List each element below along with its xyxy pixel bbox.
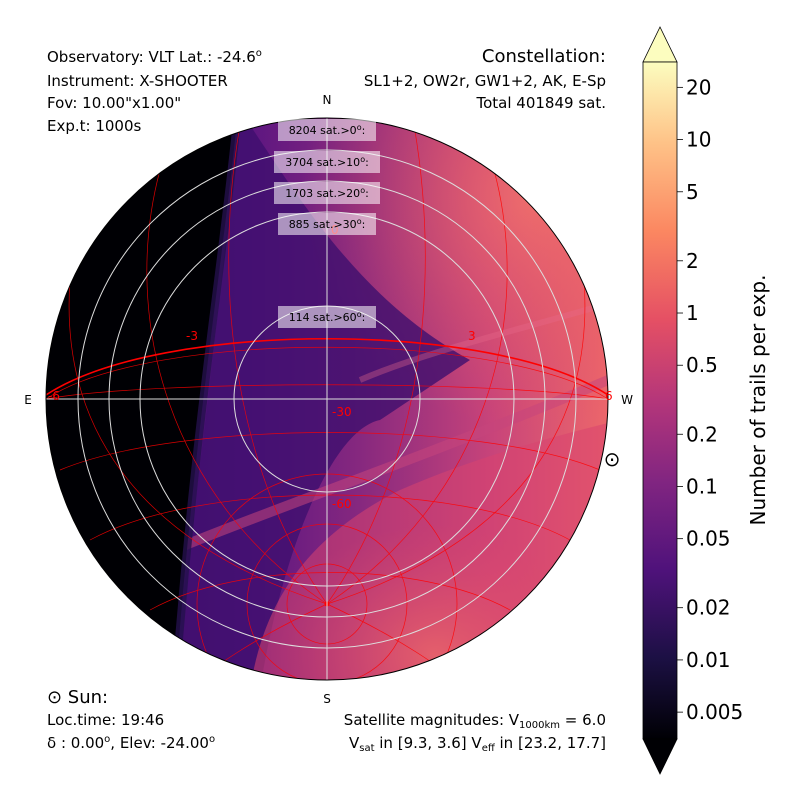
decl-label: δ : 0.00 — [47, 734, 104, 752]
grid-label-ha: 6 — [605, 389, 613, 403]
sat-count-text: 1703 sat.>20 — [285, 187, 360, 200]
compass-w: W — [621, 393, 633, 407]
grid-label-dec: -60 — [332, 497, 352, 511]
dec-grid-line — [149, 572, 511, 611]
elev-label: , Elev: -24.00 — [110, 734, 209, 752]
footer-info: ⊙ Sun: Loc.time: 19:46 δ : 0.00o, Elev: … — [47, 687, 606, 754]
grid-label-ha: -3 — [186, 329, 198, 343]
colorbar-min-extend — [642, 738, 678, 775]
grid-label-ha: -6 — [48, 389, 60, 403]
svg-text:Observatory: VLT Lat.: -24.6o: Observatory: VLT Lat.: -24.6o — [47, 48, 262, 66]
compass-e: E — [24, 393, 32, 407]
instrument-label: Instrument: X-SHOOTER — [47, 72, 228, 90]
sat-count-box: 114 sat.>60o: — [278, 306, 376, 328]
svg-text:1703 sat.>20o:: 1703 sat.>20o: — [285, 186, 369, 200]
dec-grid-line — [46, 346, 608, 400]
constellation-total: Total 401849 sat. — [476, 94, 607, 112]
ha-grid-line — [146, 169, 328, 605]
sat-count-text: 885 sat.>30 — [289, 218, 357, 231]
sat-count-box: 3704 sat.>10o: — [274, 151, 380, 173]
colorbar-tick-label: 20 — [686, 75, 711, 99]
trail-band-2 — [358, 297, 608, 383]
colorbar-tick-label: 0.02 — [686, 596, 731, 620]
vsat-label: V — [349, 734, 360, 752]
colorbar-tick-label: 0.05 — [686, 527, 731, 551]
compass-s: S — [323, 692, 331, 706]
colorbar-tick-label: 1 — [686, 301, 699, 325]
grid-label-ha: 3 — [468, 329, 476, 343]
constellation-info: Constellation: SL1+2, OW2r, GW1+2, AK, E… — [364, 46, 606, 112]
mag-label: Satellite magnitudes: V — [344, 711, 520, 729]
mid-band — [170, 118, 470, 680]
colorbar-body — [642, 61, 678, 740]
sun-direction-icon: ⊙ — [604, 447, 621, 471]
compass-labels: N S E W — [24, 93, 633, 706]
svg-text:Satellite magnitudes: V1000km: Satellite magnitudes: V1000km = 6.0 — [344, 711, 606, 731]
colorbar-tick-label: 0.5 — [686, 353, 718, 377]
svg-text:δ : 0.00o, Elev: -24.00o: δ : 0.00o, Elev: -24.00o — [47, 734, 215, 752]
observatory-label: Observatory: VLT Lat.: -24.6 — [47, 48, 256, 66]
colorbar-tick-label: 10 — [686, 128, 711, 152]
sat-count-text: 8204 sat.>0 — [289, 124, 357, 137]
shadow-east — [46, 118, 238, 680]
dec-grid-line — [59, 432, 601, 471]
sat-count-boxes: 8204 sat.>0o: 3704 sat.>10o: 1703 sat.>2… — [274, 119, 380, 328]
colorbar-ticks: 20 10 5 2 1 0.5 0.2 0.1 0.05 0.02 0.01 0.005 — [677, 75, 743, 724]
sat-count-box: 8204 sat.>0o: — [278, 119, 376, 141]
colorbar-tick-label: 0.005 — [686, 700, 743, 724]
sat-count-text: 3704 sat.>10 — [285, 156, 360, 169]
colorbar-max-extend — [642, 26, 678, 63]
colorbar-label: Number of trails per exp. — [746, 275, 770, 526]
sat-count-box: 885 sat.>30o: — [278, 213, 376, 235]
compass-n: N — [323, 93, 332, 107]
altaz-grid — [46, 118, 608, 680]
svg-text:885 sat.>30o:: 885 sat.>30o: — [289, 217, 366, 231]
svg-text:8204 sat.>0o:: 8204 sat.>0o: — [289, 123, 366, 137]
horizon-circle — [45, 117, 609, 681]
svg-text:Vsat in [9.3, 3.6] Veff in [2: Vsat in [9.3, 3.6] Veff in [23.2, 17.7] — [349, 734, 606, 754]
shadow-edge — [171, 118, 242, 680]
colorbar-tick-label: 0.2 — [686, 422, 718, 446]
sat-count-text: 114 sat.>60 — [289, 311, 357, 324]
colorbar-tick-label: 5 — [686, 180, 699, 204]
exptime-label: Exp.t: 1000s — [47, 117, 142, 135]
sat-count-box: 1703 sat.>20o: — [274, 182, 380, 204]
trail-band-1 — [147, 370, 608, 565]
sun-title: ⊙ Sun: — [47, 687, 108, 708]
ha-grid-line — [326, 124, 426, 605]
ha-grid-line — [326, 169, 508, 605]
colorbar: 20 10 5 2 1 0.5 0.2 0.1 0.05 0.02 0.01 0.005 Number… — [642, 26, 770, 775]
dec-grid-line — [89, 494, 571, 541]
fov-label: Fov: 10.00"x1.00" — [47, 94, 181, 112]
svg-text:114 sat.>60o:: 114 sat.>60o: — [289, 310, 366, 324]
ha-grid-line — [228, 124, 328, 605]
colorbar-tick-label: 2 — [686, 249, 699, 273]
svg-text:3704 sat.>10o:: 3704 sat.>10o: — [285, 155, 369, 169]
constellation-title: Constellation: — [482, 46, 606, 67]
loctime-label: Loc.time: 19:46 — [47, 711, 164, 729]
constellation-list: SL1+2, OW2r, GW1+2, AK, E-Sp — [364, 72, 606, 90]
dec-grid-line — [46, 384, 608, 400]
colorbar-tick-label: 0.01 — [686, 648, 731, 672]
header-info: Observatory: VLT Lat.: -24.6o Instrument… — [47, 48, 262, 135]
colorbar-tick-label: 0.1 — [686, 474, 718, 498]
grid-label-dec: -30 — [332, 405, 352, 419]
